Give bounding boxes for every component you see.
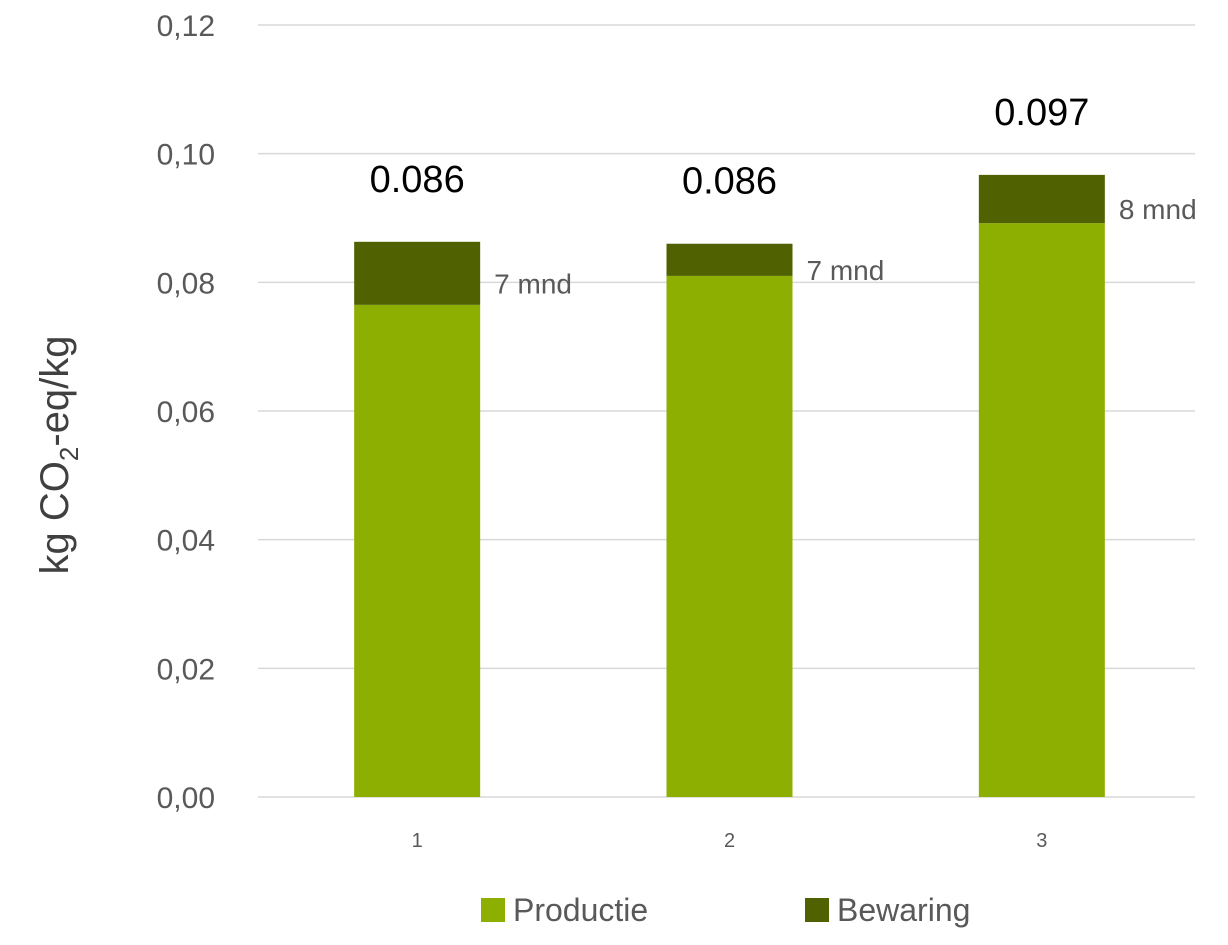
data-labels: 0.086 7 mnd 0.086 7 mnd 0.097 8 mnd xyxy=(370,92,1197,299)
y-tick-label: 0,10 xyxy=(157,139,215,172)
x-tick-label: 3 xyxy=(1036,830,1047,852)
legend-label: Bewaring xyxy=(837,892,970,928)
x-tick-label: 2 xyxy=(724,830,735,852)
total-label: 0.086 xyxy=(682,161,777,203)
storage-duration-label: 7 mnd xyxy=(494,268,572,299)
y-axis-label: kg CO2-eq/kg xyxy=(33,336,84,575)
bar-bewaring xyxy=(978,174,1105,224)
bars xyxy=(354,174,1105,797)
bar-bewaring xyxy=(354,241,481,305)
x-tick-label: 1 xyxy=(412,830,423,852)
y-tick-label: 0,12 xyxy=(157,10,215,43)
legend-swatch xyxy=(481,898,505,922)
legend-label: Productie xyxy=(513,892,648,928)
y-tick-label: 0,02 xyxy=(157,653,215,686)
y-tick-label: 0,06 xyxy=(157,396,215,429)
legend-swatch xyxy=(805,898,829,922)
y-axis-ticks: 0,00 0,02 0,04 0,06 0,08 0,10 0,12 xyxy=(157,10,215,815)
bar-productie xyxy=(354,304,481,797)
bar-bewaring xyxy=(666,243,793,276)
x-axis-ticks: 1 2 3 xyxy=(412,830,1048,852)
legend: Productie Bewaring xyxy=(481,892,970,928)
y-tick-label: 0,00 xyxy=(157,782,215,815)
y-tick-label: 0,04 xyxy=(157,525,215,558)
y-tick-label: 0,08 xyxy=(157,267,215,300)
total-label: 0.086 xyxy=(370,159,465,201)
storage-duration-label: 8 mnd xyxy=(1119,194,1197,225)
total-label: 0.097 xyxy=(994,92,1089,134)
storage-duration-label: 7 mnd xyxy=(807,255,885,286)
bar-productie xyxy=(978,223,1105,797)
bar-productie xyxy=(666,275,793,797)
